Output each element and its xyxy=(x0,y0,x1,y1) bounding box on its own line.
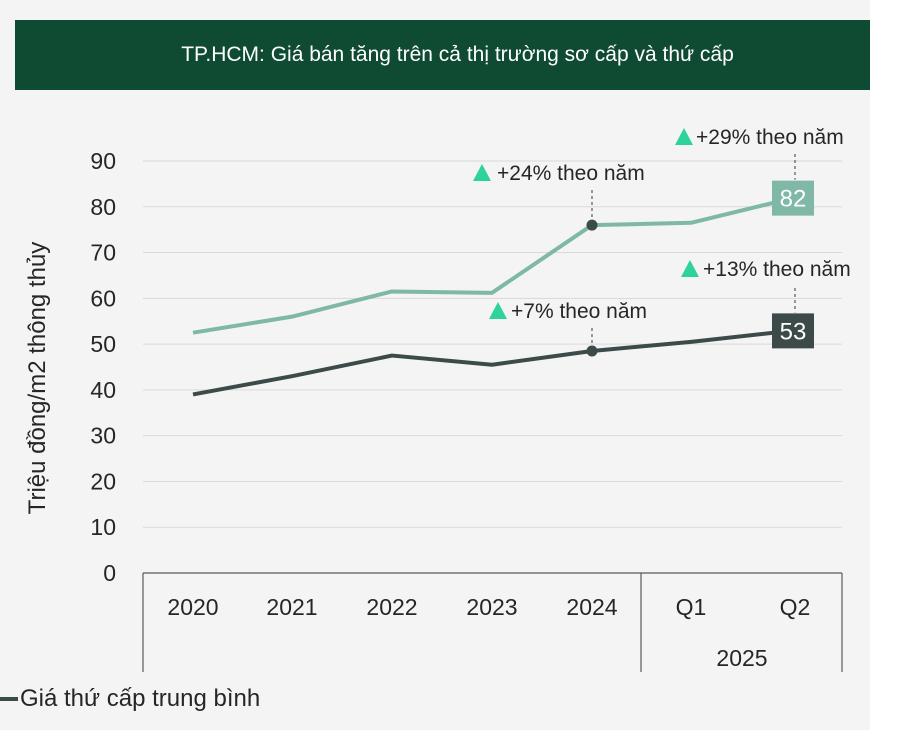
x-tick-label: Q2 xyxy=(780,594,811,620)
x-tick-label: Q1 xyxy=(676,594,707,620)
y-axis-ticks: 0 10 20 30 40 50 60 70 80 90 xyxy=(90,148,116,586)
y-tick-label: 20 xyxy=(90,468,116,494)
series-lines xyxy=(192,195,796,397)
x-tick-label: 2023 xyxy=(466,594,517,620)
annotation-label: +13% theo năm xyxy=(703,258,851,281)
x-tick-label: 2022 xyxy=(366,594,417,620)
legend-swatch xyxy=(0,697,18,701)
up-triangle-icon xyxy=(681,260,699,277)
y-tick-label: 10 xyxy=(90,514,116,540)
end-label: 53 xyxy=(780,318,807,345)
chart-panel xyxy=(0,0,870,730)
annotation-label: +29% theo năm xyxy=(696,126,844,149)
chart-title: TP.HCM: Giá bán tăng trên cả thị trường … xyxy=(181,43,734,66)
x-tick-label: 2024 xyxy=(566,594,617,620)
data-marker xyxy=(586,345,598,357)
annotation-label: +7% theo năm xyxy=(511,300,647,323)
gridlines xyxy=(143,160,842,528)
x-tick-label: 2020 xyxy=(167,594,218,620)
up-triangle-icon xyxy=(489,302,507,319)
y-tick-label: 0 xyxy=(103,560,116,586)
annotations: 82 53 +24% theo năm +29% theo năm +7% theo n… xyxy=(473,126,851,349)
legend: Giá thứ cấp trung bình xyxy=(0,684,260,714)
y-tick-label: 40 xyxy=(90,377,116,403)
y-tick-label: 70 xyxy=(90,240,116,266)
series-line-secondary xyxy=(192,328,796,397)
up-triangle-icon xyxy=(473,164,491,181)
end-label-box xyxy=(772,180,814,216)
legend-label: Giá thứ cấp trung bình xyxy=(20,685,261,712)
y-tick-label: 90 xyxy=(90,148,116,174)
end-label: 82 xyxy=(780,186,807,213)
end-label-box xyxy=(772,313,814,349)
x-axis: 2020 2021 2022 2023 2024 Q1 Q2 2025 xyxy=(142,572,843,672)
x-group-label: 2025 xyxy=(716,645,767,671)
y-tick-label: 30 xyxy=(90,423,116,449)
up-triangle-icon xyxy=(675,128,693,145)
data-marker xyxy=(586,219,598,231)
x-tick-label: 2021 xyxy=(266,594,317,620)
y-tick-label: 50 xyxy=(90,331,116,357)
y-tick-label: 80 xyxy=(90,194,116,220)
y-tick-label: 60 xyxy=(90,285,116,311)
series-line-primary xyxy=(192,195,796,335)
annotation-label: +24% theo năm xyxy=(497,162,645,185)
chart-header: TP.HCM: Giá bán tăng trên cả thị trường … xyxy=(15,20,870,90)
